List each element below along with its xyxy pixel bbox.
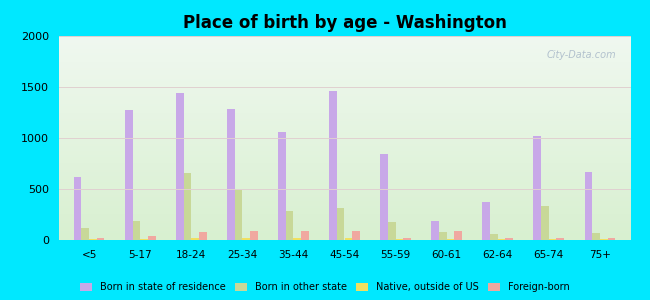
Bar xyxy=(396,239,403,240)
Bar xyxy=(556,238,564,240)
Bar xyxy=(191,238,199,240)
Bar xyxy=(286,212,293,240)
Bar xyxy=(329,91,337,240)
Bar xyxy=(549,239,556,240)
Bar xyxy=(235,190,242,240)
Bar xyxy=(183,173,191,240)
Bar xyxy=(352,231,360,240)
Bar xyxy=(506,238,513,240)
Bar xyxy=(250,231,257,240)
Bar xyxy=(600,239,608,240)
Bar xyxy=(454,231,462,240)
Bar xyxy=(541,206,549,240)
Bar xyxy=(293,238,301,240)
Bar xyxy=(439,232,447,240)
Bar xyxy=(447,239,454,240)
Bar xyxy=(133,221,140,240)
Legend: Born in state of residence, Born in other state, Native, outside of US, Foreign-: Born in state of residence, Born in othe… xyxy=(77,279,573,295)
Bar xyxy=(403,238,411,240)
Bar xyxy=(432,220,439,240)
Bar xyxy=(301,231,309,240)
Bar xyxy=(337,208,344,240)
Bar xyxy=(388,222,396,240)
Bar xyxy=(498,239,505,240)
Bar xyxy=(97,238,105,240)
Bar xyxy=(482,202,490,240)
Bar xyxy=(81,228,89,240)
Bar xyxy=(534,136,541,240)
Bar xyxy=(344,238,352,240)
Text: City-Data.com: City-Data.com xyxy=(547,50,616,60)
Bar xyxy=(74,177,81,240)
Bar xyxy=(584,172,592,240)
Bar xyxy=(380,154,388,240)
Bar xyxy=(227,110,235,240)
Bar xyxy=(608,238,615,240)
Bar xyxy=(242,238,250,240)
Bar xyxy=(199,232,207,240)
Title: Place of birth by age - Washington: Place of birth by age - Washington xyxy=(183,14,506,32)
Bar xyxy=(89,239,97,240)
Bar xyxy=(592,233,600,240)
Bar xyxy=(176,93,183,240)
Bar xyxy=(148,236,155,240)
Bar xyxy=(140,239,148,240)
Bar xyxy=(125,110,133,240)
Bar xyxy=(490,234,498,240)
Bar xyxy=(278,132,286,240)
